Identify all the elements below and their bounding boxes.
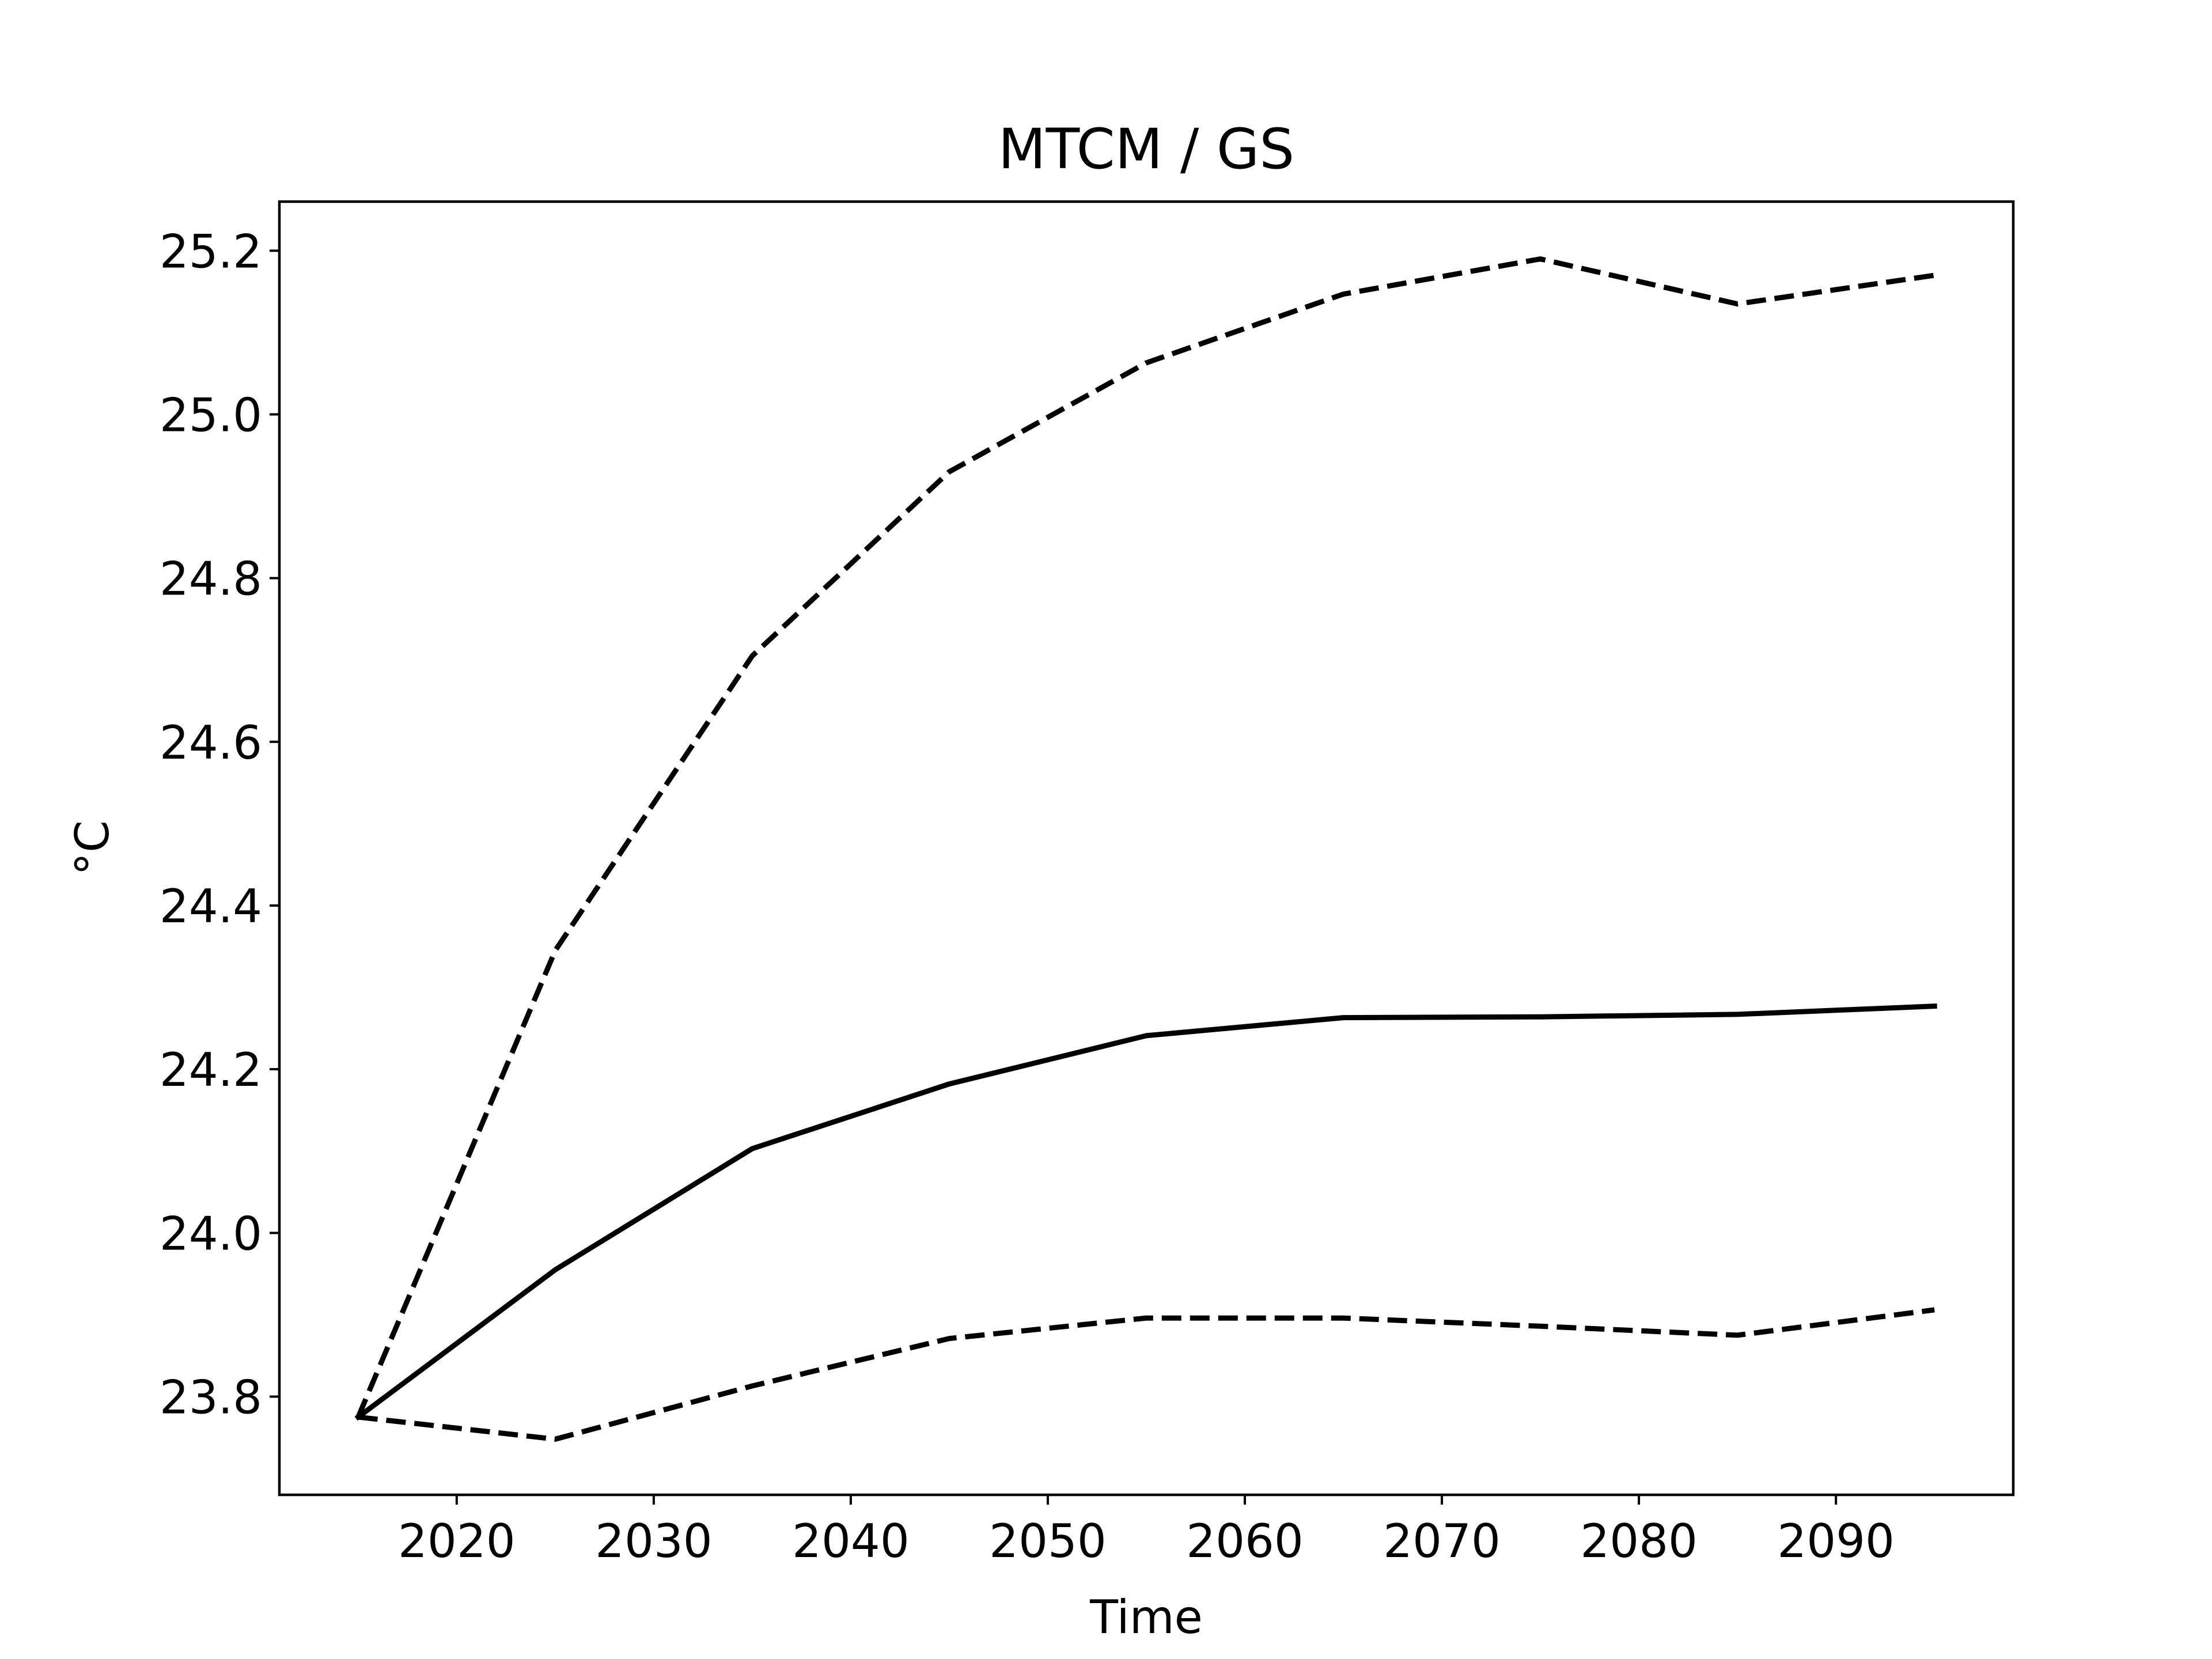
y-axis-title: °C <box>66 820 119 876</box>
chart-title: MTCM / GS <box>998 117 1294 181</box>
y-tick-label: 23.8 <box>160 1370 262 1424</box>
plot-frame <box>278 200 2015 1497</box>
x-axis-title: Time <box>1089 1590 1203 1644</box>
x-tick-label: 2050 <box>989 1514 1107 1568</box>
series-line-2-dashed <box>355 256 1935 1418</box>
y-tick-label: 25.0 <box>160 388 262 442</box>
y-tick-label: 24.2 <box>160 1043 262 1097</box>
y-tick-label: 24.8 <box>160 552 262 606</box>
x-tick-label: 2030 <box>595 1514 713 1568</box>
x-tick-label: 2040 <box>792 1514 910 1568</box>
x-tick-label: 2020 <box>398 1514 516 1568</box>
series-line-1-solid <box>354 1003 1937 1421</box>
series-line-3-dashed <box>358 1307 1935 1442</box>
series-layer <box>354 256 1937 1442</box>
x-axis-ticks: 2020 2030 2040 2050 2060 2070 2080 2090 <box>398 1495 1895 1568</box>
y-tick-label: 24.4 <box>160 880 262 933</box>
x-tick-label: 2060 <box>1186 1514 1304 1568</box>
y-tick-label: 25.2 <box>160 225 262 278</box>
y-tick-label: 24.6 <box>160 716 262 770</box>
y-axis-ticks: 23.8 24.0 24.2 24.4 24.6 24.8 25.0 25.2 <box>160 225 279 1424</box>
x-tick-label: 2070 <box>1383 1514 1501 1568</box>
x-tick-label: 2090 <box>1777 1514 1895 1568</box>
x-tick-label: 2080 <box>1580 1514 1698 1568</box>
y-tick-label: 24.0 <box>160 1207 262 1260</box>
